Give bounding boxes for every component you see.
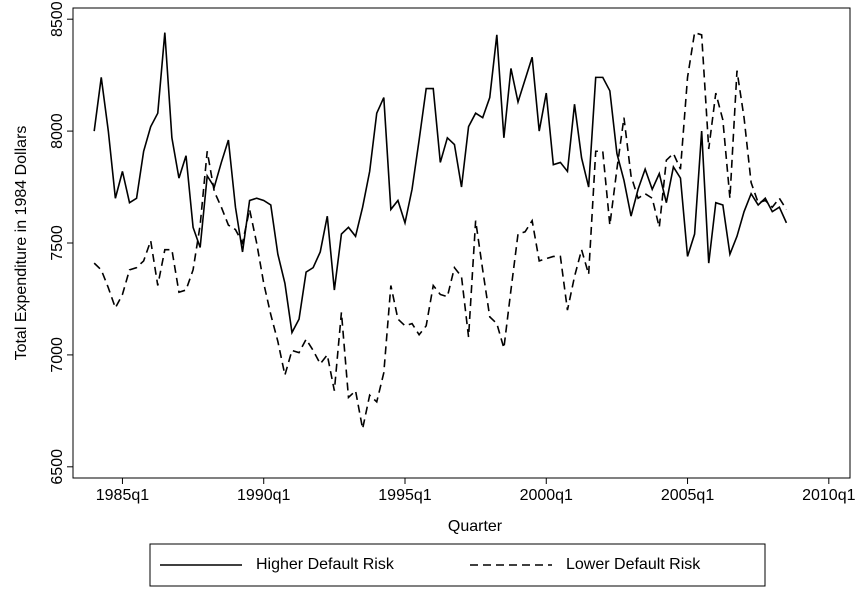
y-axis-title: Total Expenditure in 1984 Dollars bbox=[13, 126, 30, 361]
y-tick-label: 6500 bbox=[49, 449, 66, 485]
plot-frame bbox=[72, 7, 851, 479]
x-tick-label: 1985q1 bbox=[96, 487, 149, 504]
legend-label: Higher Default Risk bbox=[256, 556, 395, 573]
x-axis-title: Quarter bbox=[448, 518, 503, 535]
x-tick-label: 2000q1 bbox=[520, 487, 573, 504]
x-tick-label: 2010q1 bbox=[802, 487, 855, 504]
y-tick-label: 8000 bbox=[49, 113, 66, 149]
series-line bbox=[93, 31, 788, 429]
x-tick-label: 1995q1 bbox=[378, 487, 431, 504]
y-tick-label: 7500 bbox=[49, 225, 66, 261]
series-line bbox=[93, 32, 788, 336]
legend-box bbox=[149, 543, 766, 587]
legend-label: Lower Default Risk bbox=[566, 556, 701, 573]
y-tick-label: 8500 bbox=[49, 1, 66, 37]
x-tick-label: 2005q1 bbox=[661, 487, 714, 504]
x-tick-label: 1990q1 bbox=[237, 487, 290, 504]
y-tick-label: 7000 bbox=[49, 337, 66, 373]
